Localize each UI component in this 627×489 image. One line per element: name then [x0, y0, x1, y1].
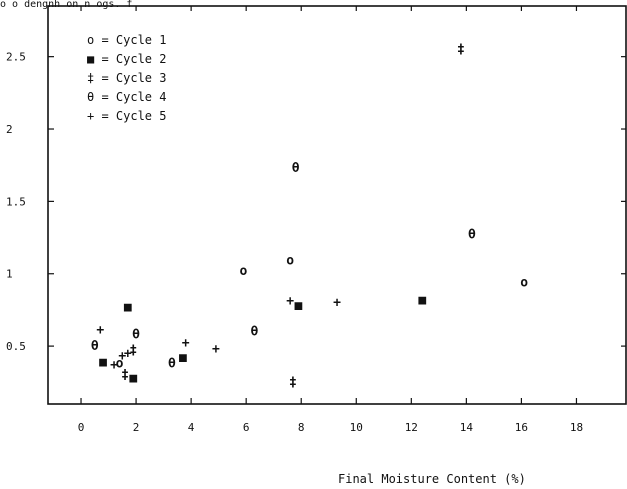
x-tick-label: 6 [243, 421, 250, 434]
point-cycle-2: ■ [124, 300, 132, 315]
x-tick-label: 14 [460, 421, 474, 434]
point-cycle-3: ‡ [457, 42, 465, 57]
point-cycle-2: ■ [129, 371, 137, 386]
point-cycle-4: θ [292, 161, 300, 176]
point-cycle-5: + [124, 346, 132, 361]
y-axis: 0.5 1 1.5 2 2.5 [6, 51, 626, 353]
x-axis: 0 2 4 6 8 10 12 14 16 18 [78, 6, 583, 434]
x-tick-label: 4 [188, 421, 195, 434]
point-cycle-2: ■ [179, 351, 187, 366]
point-cycle-5: + [96, 323, 104, 338]
point-cycle-1: o [116, 356, 124, 371]
legend-entry: θ = Cycle 4 [87, 90, 166, 104]
legend: o = Cycle 1 ■ = Cycle 2 ‡ = Cycle 3 θ = Cyc… [87, 33, 166, 123]
top-text-fragment: o o dengnh on n ogs. f [0, 0, 132, 10]
x-tick-label: 2 [133, 421, 140, 434]
x-tick-label: 16 [515, 421, 528, 434]
point-cycle-5: + [110, 358, 118, 373]
point-cycle-2: ■ [418, 293, 426, 308]
point-cycle-4: θ [251, 325, 259, 340]
point-cycle-4: θ [168, 356, 176, 371]
point-cycle-2: ■ [295, 299, 303, 314]
point-cycle-4: θ [468, 228, 476, 243]
point-cycle-5: + [182, 336, 190, 351]
point-cycle-3: ‡ [289, 375, 297, 390]
point-cycle-4: θ [132, 328, 140, 343]
x-axis-title: Final Moisture Content (%) [338, 472, 526, 486]
x-tick-label: 8 [298, 421, 305, 434]
point-cycle-2: ■ [99, 355, 107, 370]
x-tick-label: 10 [350, 421, 363, 434]
y-tick-label: 1 [6, 268, 13, 281]
y-tick-label: 2 [6, 123, 13, 136]
point-cycle-5: + [212, 342, 220, 357]
plot-frame [47, 5, 627, 405]
point-cycle-1: o [286, 254, 294, 269]
point-cycle-5: + [333, 296, 341, 311]
point-cycle-3: ‡ [129, 343, 137, 358]
point-cycle-3: ‡ [121, 368, 129, 383]
point-cycle-4: θ [91, 339, 99, 354]
legend-entry: ■ = Cycle 2 [87, 52, 166, 66]
point-cycle-5: + [286, 294, 294, 309]
y-tick-label: 2.5 [6, 51, 26, 64]
legend-entry: ‡ = Cycle 3 [87, 71, 166, 85]
point-cycle-1: o [240, 264, 248, 279]
point-cycle-5: + [118, 349, 126, 364]
y-tick-label: 1.5 [6, 195, 26, 208]
x-tick-label: 12 [405, 421, 418, 434]
x-tick-label: 0 [78, 421, 85, 434]
legend-entry: o = Cycle 1 [87, 33, 166, 47]
point-cycle-1: o [520, 275, 528, 290]
x-tick-label: 18 [570, 421, 583, 434]
y-tick-label: 0.5 [6, 340, 26, 353]
legend-entry: + = Cycle 5 [87, 109, 166, 123]
